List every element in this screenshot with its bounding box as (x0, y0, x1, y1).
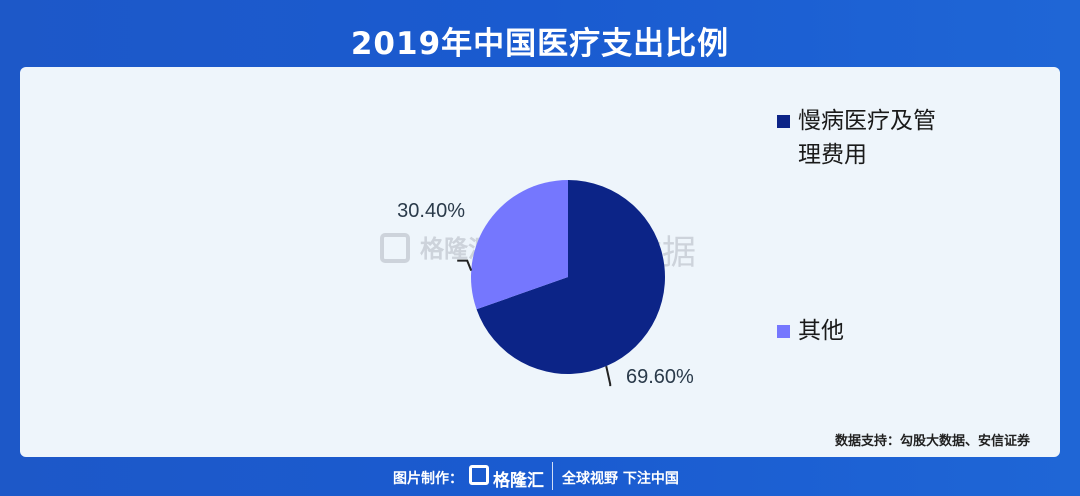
data-label-chronic: 69.60% (626, 366, 694, 388)
leader-line (457, 259, 473, 271)
footer: 图片制作： 格隆汇 全球视野 下注中国 (0, 462, 1080, 492)
data-source: 数据支持：勾股大数据、安信证券 (834, 434, 1030, 449)
footer-label: 图片制作： (393, 471, 463, 487)
pie-chart: 69.60% 30.40% (397, 180, 694, 388)
footer-logo-icon (469, 465, 489, 485)
pie-slice-chronic (476, 180, 665, 374)
legend-label-other: 其他 (798, 318, 844, 344)
legend-label-chronic-line2: 理费用 (798, 142, 867, 168)
leader-line (605, 365, 612, 387)
legend-label-chronic-line1: 慢病医疗及管 (798, 108, 936, 134)
watermark-logo-icon (380, 233, 410, 263)
chart-title: 2019年中国医疗支出比例 (350, 26, 730, 62)
footer-divider (552, 462, 553, 490)
chart-card: 格隆汇 勾股大数据 69.60%30.40% 慢病医疗及管 理费用 其他 数据支… (20, 67, 1060, 457)
footer-slogan: 全球视野 下注中国 (562, 471, 679, 487)
legend-swatch-chronic (777, 115, 790, 128)
pie-slice-other (471, 180, 568, 310)
legend-swatch-other (777, 325, 790, 338)
footer-brand: 格隆汇 (493, 471, 544, 491)
data-label-other: 30.40% (397, 200, 465, 222)
